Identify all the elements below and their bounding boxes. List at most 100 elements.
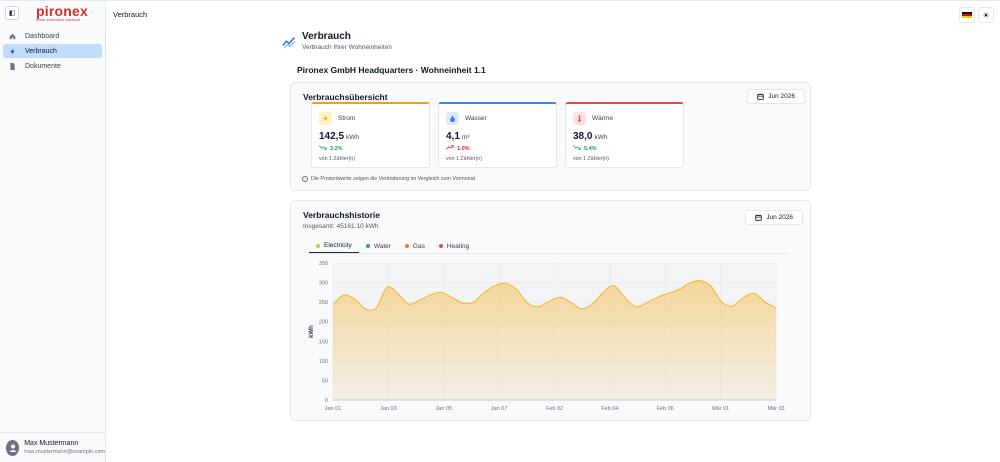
tile-meter-count: von 1 Zähler(n) — [446, 156, 482, 162]
history-month-label: Jun 2026 — [766, 214, 793, 221]
tile-waerme[interactable]: Wärme 38,0 kWh 5.4% von 1 Zähler(n) — [565, 102, 684, 168]
tile-meter-count: von 1 Zähler(n) — [573, 156, 609, 162]
y-tick-label: 0 — [325, 398, 328, 404]
sidebar-toggle-button[interactable]: ◧ — [5, 6, 19, 20]
legend-dot — [438, 244, 443, 248]
topbar-actions: ☀ — [959, 7, 994, 23]
history-month-picker[interactable]: Jun 2026 — [745, 210, 803, 225]
tile-strom[interactable]: Strom 142,5 kWh 3.2% von 1 Zähler(n) — [311, 102, 430, 168]
home-icon — [7, 33, 17, 40]
y-tick-label: 150 — [319, 339, 328, 345]
tile-value: 142,5 kWh — [319, 131, 360, 142]
x-tick-label: Feb 02 — [546, 406, 563, 412]
sidebar-item-dashboard[interactable]: Dashboard — [3, 29, 102, 43]
theme-toggle-button[interactable]: ☀ — [978, 7, 994, 23]
y-tick-label: 100 — [319, 359, 328, 365]
sidebar-item-verbrauch[interactable]: Verbrauch — [3, 44, 102, 58]
trend-up-icon — [445, 145, 454, 152]
tile-value: 38,0 kWh — [573, 131, 608, 142]
logo-tagline: smart embedded solutions — [36, 17, 81, 22]
x-tick-label: Mär 01 — [712, 406, 729, 412]
sidebar-item-label: Dokumente — [25, 62, 61, 70]
tile-label: Wasser — [465, 115, 487, 122]
breadcrumb: Verbrauch — [113, 10, 148, 19]
logo[interactable]: pironex smart embedded solutions — [36, 4, 88, 23]
topbar: Verbrauch — [106, 1, 1000, 28]
overview-info-text: Die Prozentwerte zeigen die Veränderung … — [311, 176, 477, 182]
x-tick-label: Jan 01 — [325, 406, 342, 412]
sidebar-nav: Dashboard Verbrauch Dokumente — [0, 29, 105, 73]
document-icon — [7, 62, 17, 70]
content: Verbrauch Verbrauch Ihrer Wohneinheiten … — [282, 28, 812, 421]
history-total: Insgesamt: 45161.10 kWh — [303, 223, 379, 230]
main-area: Verbrauch ☀ Verbrauch Verbrauch Ihrer Wo… — [106, 1, 1000, 462]
page-title: Verbrauch — [302, 31, 351, 42]
chart-legend: Electricity Water Gas Heating — [309, 239, 789, 254]
legend-dot — [365, 244, 370, 248]
tile-unit: kWh — [594, 134, 608, 141]
chart-trend-icon — [282, 37, 296, 49]
overview-card: Verbrauchsübersicht Jun 2026 Strom 142,5… — [290, 82, 811, 191]
legend-gas[interactable]: Gas — [398, 239, 432, 253]
sidebar-toggle-icon: ◧ — [8, 10, 16, 17]
tile-change: 3.2% — [318, 145, 343, 152]
language-button[interactable] — [959, 7, 975, 23]
lightning-icon — [319, 112, 332, 125]
trend-down-icon — [572, 145, 581, 152]
y-axis-label: kWh — [309, 325, 315, 338]
calendar-icon — [755, 214, 762, 221]
legend-water[interactable]: Water — [359, 239, 398, 253]
x-tick-label: Feb 04 — [601, 406, 618, 412]
sun-icon: ☀ — [982, 10, 990, 20]
info-icon: i — [302, 176, 308, 182]
legend-dot — [316, 243, 320, 248]
tile-value: 4,1 m³ — [446, 131, 470, 142]
x-tick-label: Jan 07 — [491, 406, 508, 412]
tile-unit: m³ — [461, 134, 470, 141]
history-card: Verbrauchshistorie Insgesamt: 45161.10 k… — [290, 200, 811, 421]
user-profile[interactable]: Max Mustermann max.mustermann@example.co… — [0, 432, 105, 462]
history-title: Verbrauchshistorie — [303, 210, 381, 220]
user-icon — [9, 444, 17, 452]
sidebar: ◧ pironex smart embedded solutions Dashb… — [0, 1, 106, 462]
y-tick-label: 350 — [319, 261, 328, 267]
tile-meter-count: von 1 Zähler(n) — [319, 156, 355, 162]
overview-title: Verbrauchsübersicht — [303, 92, 388, 102]
history-chart: 0 50 100 150 200 250 300 350 Jan 01 Jan 03 Jan 05 J… — [309, 261, 785, 412]
trend-down-icon — [318, 145, 327, 152]
y-tick-label: 200 — [319, 320, 328, 326]
user-email: max.mustermann@example.com — [24, 449, 105, 455]
legend-dot — [404, 244, 409, 248]
water-drop-icon — [446, 112, 459, 125]
tile-wasser[interactable]: Wasser 4,1 m³ 1.0% von 1 Zähler(n) — [438, 102, 557, 168]
page-subtitle: Verbrauch Ihrer Wohneinheiten — [302, 44, 392, 51]
tile-change: 5.4% — [572, 145, 597, 152]
sidebar-item-label: Verbrauch — [25, 47, 57, 55]
overview-month-label: Jun 2026 — [768, 93, 795, 100]
tile-label: Wärme — [592, 115, 613, 122]
legend-heating[interactable]: Heating — [432, 239, 476, 253]
y-tick-label: 50 — [322, 378, 328, 384]
overview-info: i Die Prozentwerte zeigen die Veränderun… — [302, 176, 476, 182]
thermometer-icon — [573, 112, 586, 125]
sidebar-item-label: Dashboard — [25, 32, 60, 40]
sidebar-header: ◧ pironex smart embedded solutions — [0, 1, 105, 25]
overview-month-picker[interactable]: Jun 2026 — [747, 89, 805, 104]
sidebar-item-dokumente[interactable]: Dokumente — [3, 59, 102, 73]
series-area-electricity — [333, 280, 776, 400]
x-tick-label: Jan 03 — [380, 406, 397, 412]
page-header: Verbrauch Verbrauch Ihrer Wohneinheiten — [282, 31, 812, 51]
y-tick-label: 250 — [319, 300, 328, 306]
tile-label: Strom — [338, 115, 356, 122]
tile-unit: kWh — [346, 134, 360, 141]
y-tick-label: 300 — [319, 281, 328, 287]
x-tick-label: Jan 05 — [435, 406, 452, 412]
bolt-icon — [7, 47, 17, 55]
legend-electricity[interactable]: Electricity — [309, 239, 359, 253]
logo-wordmark: pironex — [36, 2, 88, 19]
tile-change: 1.0% — [445, 145, 470, 152]
germany-flag-icon — [962, 11, 972, 19]
x-tick-label: Feb 06 — [657, 406, 674, 412]
series-line-electricity — [332, 279, 777, 311]
unit-name: Pironex GmbH Headquarters · Wohneinheit … — [297, 65, 486, 75]
